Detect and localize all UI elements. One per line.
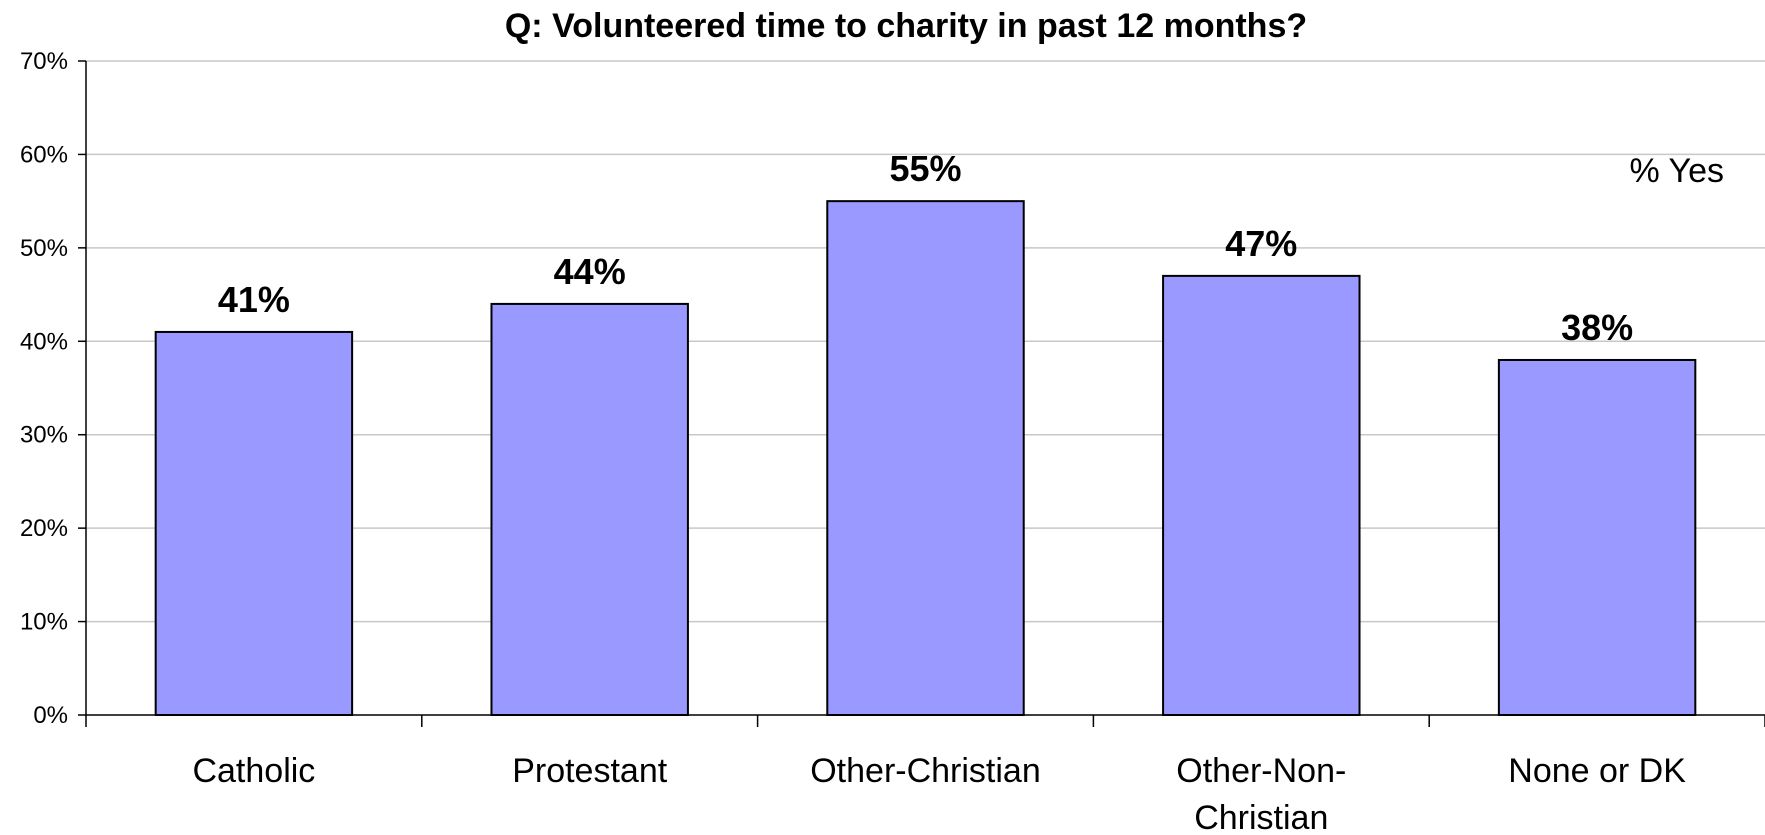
x-category-label: None or DK [1508,752,1686,790]
x-category-label: Protestant [512,752,668,790]
y-tick-label: 70% [20,48,68,75]
bar [490,302,689,716]
data-label: 47% [1225,223,1297,264]
y-tick-label: 40% [20,328,68,355]
y-tick-label: 10% [20,609,68,636]
y-tick-label: 50% [20,235,68,262]
bar [1162,274,1361,716]
bars [154,200,1697,716]
y-tick-label: 0% [33,702,68,729]
data-label: 44% [554,251,626,292]
x-category-label: Other-Non- [1176,752,1346,790]
data-label: 38% [1561,307,1633,348]
data-label: 55% [889,148,961,189]
labels: 0% 10% 20% 30% 40% 50% 60% 70% 41% Catholic 44% Pro… [20,48,1686,835]
y-tick-label: 60% [20,141,68,168]
x-category-label: Christian [1194,799,1328,835]
chart-title: Q: Volunteered time to charity in past 1… [505,7,1307,45]
axes [78,60,1765,727]
annotation-percent-yes: % Yes [1629,152,1724,190]
bar [154,330,354,716]
y-tick-label: 20% [20,515,68,542]
x-category-label: Catholic [192,752,315,790]
bar [1497,358,1697,716]
data-label: 41% [218,279,290,320]
y-tick-label: 30% [20,422,68,449]
x-category-label: Other-Christian [810,752,1041,790]
bar [826,200,1025,716]
